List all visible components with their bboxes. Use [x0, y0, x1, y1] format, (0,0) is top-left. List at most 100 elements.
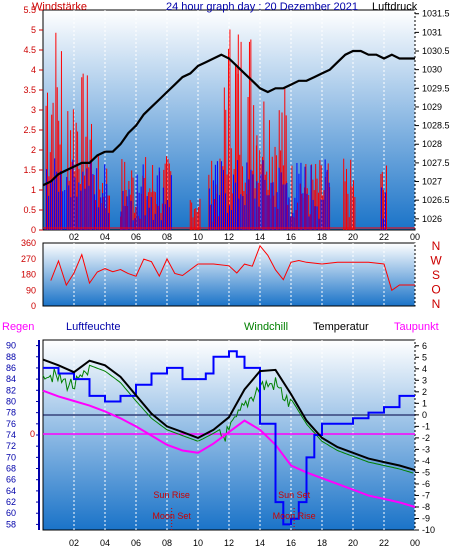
rain-axis-zero: 0 [30, 429, 35, 439]
temperature-tick-label: -4 [422, 456, 430, 466]
humidity-tick-label: 82 [6, 385, 16, 395]
pressure-tick-label: 1028 [422, 139, 442, 149]
direction-tick-label: 360 [21, 238, 36, 248]
wind-direction-line [50, 244, 415, 292]
humidity-label: Luftfeuchte [66, 321, 120, 333]
temperature-tick-label: -10 [422, 525, 435, 535]
humidity-tick-label: 80 [6, 396, 16, 406]
moon-set-label: Moon Set [152, 511, 191, 521]
wind-tick-label: 0 [31, 225, 36, 235]
hour-tick-label: 08 [162, 232, 172, 242]
pressure-tick-label: 1029.5 [422, 83, 450, 93]
compass-label: W [430, 254, 442, 268]
pressure-tick-label: 1031.5 [422, 9, 450, 19]
pressure-axis-label: Luftdruck [372, 1, 418, 13]
hour-tick-label: 02 [69, 538, 79, 548]
pressure-tick-label: 1026 [422, 214, 442, 224]
humidity-tick-label: 90 [6, 341, 16, 351]
hour-tick-label: 14 [255, 538, 265, 548]
wind-tick-label: 3 [31, 105, 36, 115]
hour-tick-label: 20 [348, 538, 358, 548]
temperature-tick-label: 6 [422, 341, 427, 351]
humidity-tick-label: 88 [6, 352, 16, 362]
wind-tick-label: 3.5 [23, 85, 36, 95]
hour-tick-label: 18 [317, 232, 327, 242]
dewpoint-label: Taupunkt [394, 321, 439, 333]
wind-tick-label: 4 [31, 65, 36, 75]
temperature-tick-label: -6 [422, 479, 430, 489]
hour-tick-label: 12 [224, 538, 234, 548]
temperature-humidity-panel: Regen Luftfeuchte Windchill Temperatur T… [2, 321, 439, 548]
wind-tick-label: 5.5 [23, 5, 36, 15]
sun-rise-label: Sun Rise [153, 490, 190, 500]
windchill-label: Windchill [244, 321, 288, 333]
temperature-tick-label: 5 [422, 352, 427, 362]
temperature-tick-label: 0 [422, 410, 427, 420]
wind-tick-label: 1 [31, 185, 36, 195]
temperature-label: Temperatur [313, 321, 369, 333]
temperature-tick-label: 2 [422, 387, 427, 397]
pressure-line [42, 49, 415, 187]
pressure-tick-label: 1029 [422, 102, 442, 112]
dewpoint-series [42, 389, 416, 508]
temperature-series [42, 358, 416, 472]
temperature-tick-label: 1 [422, 398, 427, 408]
wind-tick-label: 5 [31, 25, 36, 35]
hour-tick-label: 22 [379, 538, 389, 548]
compass-label: S [432, 268, 440, 282]
hour-tick-label: 12 [224, 232, 234, 242]
pressure-tick-label: 1028.5 [422, 121, 450, 131]
moon-rise-label: Moon Rise [273, 511, 316, 521]
pressure-tick-label: 1031 [422, 27, 442, 37]
temperature-tick-label: 4 [422, 364, 427, 374]
wind-tick-label: 2.5 [23, 125, 36, 135]
wind-pressure-grid [73, 10, 416, 230]
wind-speed-bars [43, 29, 415, 230]
pressure-tick-label: 1030.5 [422, 46, 450, 56]
humidity-tick-label: 72 [6, 441, 16, 451]
humidity-series [43, 350, 415, 526]
wind-direction-grid [73, 243, 416, 306]
wind-tick-label: 2 [31, 145, 36, 155]
hour-tick-label: 22 [379, 232, 389, 242]
temperature-tick-label: -9 [422, 513, 430, 523]
direction-tick-label: 270 [21, 254, 36, 264]
wind-axis-ticks: 0 0.5 1 1.5 2 2.5 3 3.5 4 4.5 5 5.5 [23, 5, 43, 235]
hour-axis-ticks: 02 04 06 08 10 12 14 16 18 20 22 00 [69, 232, 420, 242]
humidity-tick-label: 60 [6, 508, 16, 518]
hour-tick-label: 06 [131, 538, 141, 548]
temperature-tick-label: -3 [422, 444, 430, 454]
sun-set-label: Sun Set [278, 490, 311, 500]
hour-axis-ticks-bottom: 02 04 06 08 10 12 14 16 18 20 22 00 [69, 538, 420, 548]
temperature-tick-label: 3 [422, 375, 427, 385]
direction-tick-label: 180 [21, 270, 36, 280]
humidity-tick-label: 78 [6, 408, 16, 418]
temperature-tick-label: -2 [422, 433, 430, 443]
humidity-tick-label: 86 [6, 363, 16, 373]
hour-tick-label: 10 [193, 538, 203, 548]
humidity-tick-label: 62 [6, 497, 16, 507]
hour-tick-label: 00 [410, 232, 420, 242]
hour-tick-label: 16 [286, 232, 296, 242]
compass-label: N [432, 239, 441, 253]
temperature-axis-ticks: 65 43 21 0-1 -2-3 -4-5 -6-7 -8-9 -10 [415, 341, 435, 535]
humidity-tick-label: 64 [6, 486, 16, 496]
direction-axis-ticks: 0 90 180 270 360 [21, 238, 36, 311]
hour-tick-label: 02 [69, 232, 79, 242]
chart-title: 24 hour graph day : 20 Dezember 2021 [166, 1, 358, 13]
sun-moon-annotations: Sun Rise Moon Set Sun Set Moon Rise [152, 490, 316, 530]
hour-tick-label: 16 [286, 538, 296, 548]
wind-axis-label: Windstärke [32, 1, 87, 13]
humidity-tick-label: 58 [6, 519, 16, 529]
wind-pressure-panel: 00.511.522.533.544.555.5 10261026.510271… [23, 1, 449, 242]
hour-tick-label: 04 [100, 232, 110, 242]
pressure-series-line [42, 49, 415, 187]
hour-tick-label: 06 [131, 232, 141, 242]
compass-label: O [431, 283, 440, 297]
humidity-tick-label: 68 [6, 464, 16, 474]
wind-direction-series [50, 244, 415, 292]
hour-tick-label: 00 [410, 538, 420, 548]
